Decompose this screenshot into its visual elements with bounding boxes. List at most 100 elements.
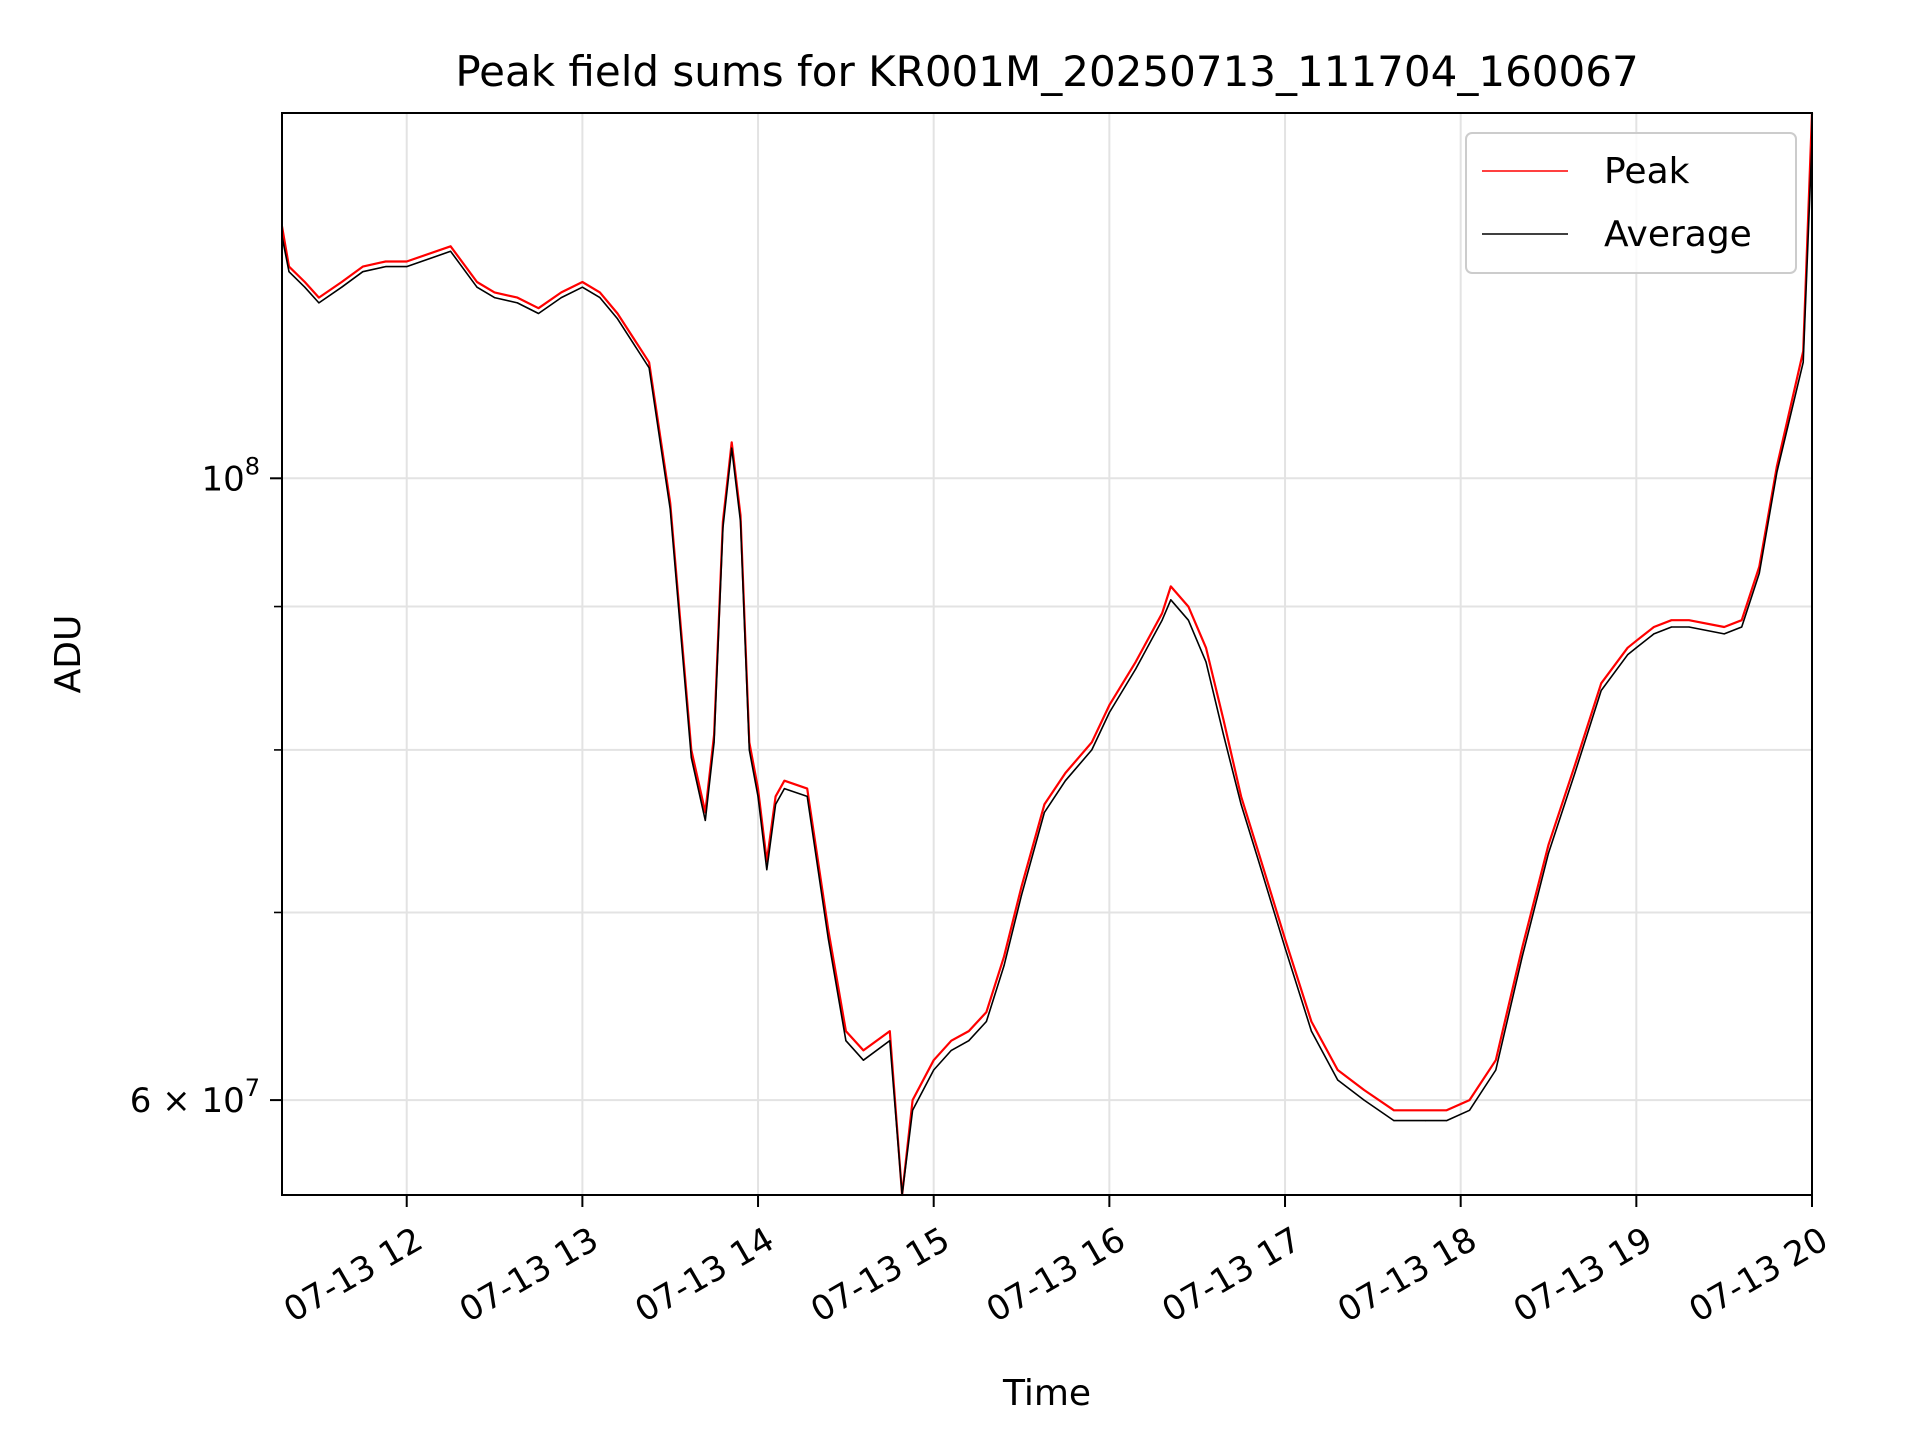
series-point-peak <box>1424 1109 1427 1111</box>
series-point-average <box>1170 599 1172 601</box>
series-point-average <box>1688 626 1690 628</box>
series-point-average <box>1258 860 1260 863</box>
series-point-average <box>1776 471 1778 473</box>
series-point-average <box>1446 1120 1448 1122</box>
series-point-average <box>648 367 650 369</box>
series-point-peak <box>1020 886 1023 888</box>
series-point-average <box>862 1059 865 1061</box>
series-point-peak <box>1258 852 1260 854</box>
legend-box <box>1465 132 1797 274</box>
series-point-average <box>766 869 768 871</box>
series-point-average <box>1161 619 1163 621</box>
series-point-peak <box>1170 585 1172 588</box>
series-point-average <box>1600 689 1602 692</box>
series-point-peak <box>1161 612 1163 614</box>
series-point-peak <box>1670 619 1673 621</box>
series-point-average <box>1240 803 1242 806</box>
series-point-peak <box>1635 640 1637 642</box>
series-point-average <box>775 803 777 806</box>
series-point-peak <box>581 281 584 283</box>
series-point-peak <box>968 1030 970 1032</box>
series-point-peak <box>1723 626 1725 628</box>
y-tick-base: 10 <box>201 459 244 499</box>
series-point-peak <box>1547 844 1550 846</box>
series-point-peak <box>1495 1059 1497 1061</box>
series-point-average <box>1802 361 1804 363</box>
y-tick-label: 108 <box>201 452 260 499</box>
series-point-peak <box>933 1059 935 1061</box>
series-point-average <box>889 1040 891 1042</box>
series-point-peak <box>318 297 320 299</box>
series-point-peak <box>616 312 619 315</box>
series-point-average <box>827 938 829 940</box>
series-point-peak <box>889 1030 891 1032</box>
y-tick-exponent: 7 <box>245 1074 260 1102</box>
series-point-peak <box>1310 1020 1312 1023</box>
series-point-peak <box>1284 938 1286 940</box>
series-point-peak <box>537 307 540 309</box>
series-point-peak <box>304 281 306 283</box>
series-point-peak <box>1043 803 1045 806</box>
series-point-average <box>1741 626 1743 628</box>
series-point-peak <box>775 795 777 798</box>
series-point-average <box>1064 780 1066 782</box>
series-point-average <box>968 1040 970 1042</box>
series-point-average <box>1468 1109 1471 1111</box>
series-point-average <box>731 447 733 449</box>
chart-title: Peak field sums for KR001M_20250713_1117… <box>455 47 1638 96</box>
series-point-average <box>1670 626 1673 628</box>
series-point-peak <box>1187 606 1189 608</box>
legend-label-average: Average <box>1604 214 1752 255</box>
series-point-average <box>1108 711 1110 714</box>
series-point-peak <box>1446 1109 1448 1111</box>
series-point-peak <box>1393 1109 1395 1111</box>
series-point-average <box>476 286 478 288</box>
series-point-average <box>669 508 671 510</box>
series-point-average <box>385 266 387 268</box>
series-point-average <box>581 286 584 288</box>
series-point-peak <box>1688 619 1690 621</box>
series-point-average <box>1723 633 1725 635</box>
series-point-peak <box>1653 626 1655 628</box>
series-point-average <box>1205 661 1207 663</box>
series-point-average <box>757 795 759 798</box>
series-point-average <box>950 1049 952 1051</box>
series-point-average <box>318 302 320 304</box>
series-point-average <box>1284 947 1286 949</box>
series-point-peak <box>1135 661 1137 663</box>
series-point-average <box>1310 1030 1312 1032</box>
series-point-average <box>912 1109 914 1111</box>
series-point-peak <box>827 929 829 931</box>
series-point-peak <box>1600 682 1602 684</box>
legend: Peak Average <box>1465 132 1797 274</box>
series-point-average <box>1547 852 1550 854</box>
series-point-average <box>616 318 619 320</box>
series-point-average <box>1627 654 1629 656</box>
series-point-peak <box>783 780 786 782</box>
series-point-average <box>450 250 452 252</box>
series-point-average <box>362 271 364 273</box>
series-point-average <box>1222 734 1225 736</box>
series-point-peak <box>560 291 562 293</box>
series-point-average <box>1135 668 1137 670</box>
series-point-average <box>748 749 750 751</box>
series-point-peak <box>1627 647 1629 649</box>
series-point-average <box>1020 894 1023 896</box>
series-point-peak <box>1337 1069 1339 1071</box>
series-point-average <box>599 297 601 299</box>
series-point-average <box>713 741 715 743</box>
series-point-average <box>1003 965 1005 967</box>
series-point-average <box>1574 772 1576 774</box>
series-point-average <box>1635 647 1637 649</box>
series-point-peak <box>985 1011 988 1013</box>
series-lines <box>280 112 1814 1197</box>
series-point-peak <box>1064 772 1066 774</box>
x-axis-label: Time <box>1002 1373 1091 1414</box>
series-point-peak <box>757 788 759 790</box>
series-point-average <box>288 271 290 273</box>
series-point-average <box>739 521 742 523</box>
series-point-peak <box>806 788 808 790</box>
series-point-peak <box>362 266 364 268</box>
series-point-average <box>704 819 706 822</box>
